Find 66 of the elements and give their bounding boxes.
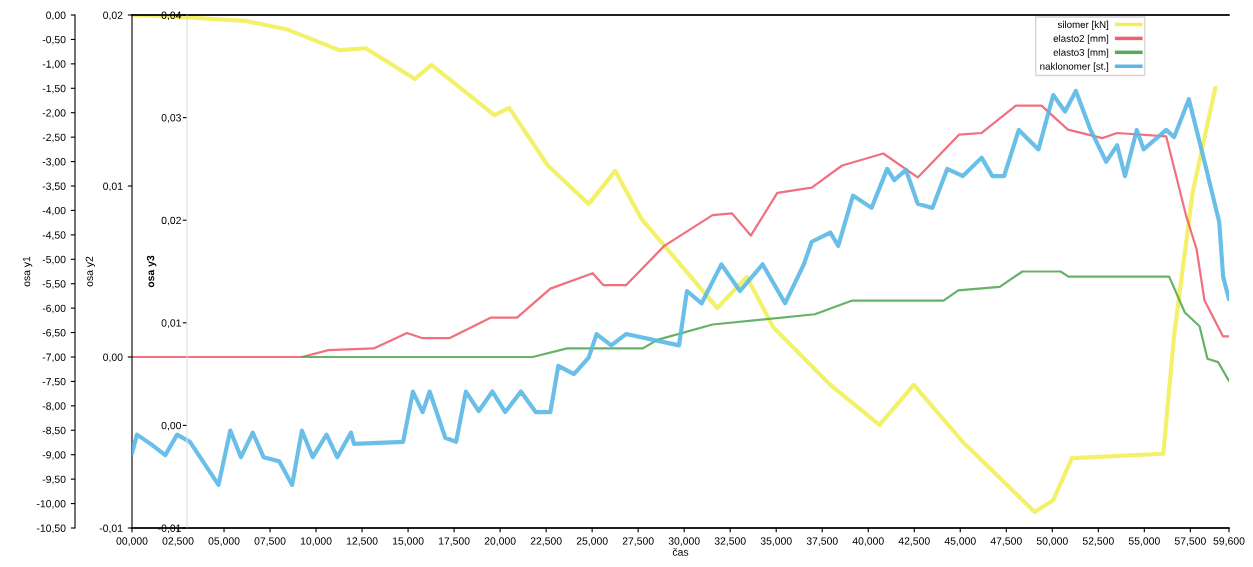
y-tick-label: -3,00 [42, 158, 66, 167]
x-tick-label: 45,000 [944, 537, 976, 546]
x-tick-label: 59,600 [1213, 537, 1245, 546]
x-tick-label: 32,500 [714, 537, 746, 546]
x-tick-label: 02,500 [162, 537, 194, 546]
x-tick-label: 42,500 [898, 537, 930, 546]
y-tick-label: -4,00 [42, 206, 66, 216]
legend-label: silomer [kN] [1057, 20, 1109, 30]
x-tick-label: 20,000 [484, 537, 516, 546]
x-tick-label: 07,500 [254, 537, 286, 546]
y-tick-label: -9,50 [42, 475, 66, 485]
y-tick-label: -7,50 [42, 377, 66, 387]
x-tick-label: 57,500 [1174, 537, 1206, 546]
x-tick-label: 47,500 [990, 537, 1022, 546]
y2-tick-label: 0,01 [103, 182, 123, 192]
x-tick-label: 12,500 [346, 537, 378, 546]
y-tick-label: -0,50 [42, 35, 66, 45]
x-tick-label: 10,000 [300, 537, 332, 546]
y3-tick-label: 0,03 [161, 114, 181, 123]
y-tick-label: -6,50 [42, 329, 66, 338]
x-tick-label: 22,500 [530, 537, 562, 546]
y2-tick-label: 0,02 [103, 11, 123, 21]
y3-tick-label: 0,02 [161, 216, 181, 226]
x-tick-label: 52,500 [1082, 537, 1114, 546]
y-tick-label: 0,00 [46, 11, 66, 21]
legend-label: elasto3 [mm] [1053, 48, 1109, 58]
y-axis-title: osa y1 [22, 256, 33, 287]
y2-axis-title: osa y2 [85, 256, 96, 287]
y-tick-label: -8,50 [42, 426, 66, 436]
x-tick-label: 37,500 [806, 537, 838, 546]
x-tick-label: 50,000 [1036, 537, 1068, 546]
y-tick-label: -8,00 [42, 402, 66, 411]
y3-axis-title: osa y3 [146, 255, 157, 288]
y-tick-label: -1,00 [42, 60, 66, 69]
y3-tick-label: 0,00 [161, 421, 182, 431]
y-tick-label: -10,00 [36, 500, 66, 509]
y-tick-label: -3,50 [42, 182, 66, 192]
y2-tick-label: 0,00 [103, 353, 123, 363]
x-tick-label: 40,000 [852, 537, 884, 546]
y2-tick-label: -0,01 [99, 524, 123, 534]
y-tick-label: -6,00 [42, 304, 66, 314]
y-tick-label: -5,00 [42, 255, 66, 265]
y-tick-label: -2,00 [42, 109, 66, 118]
y-tick-label: -9,00 [42, 451, 66, 460]
x-tick-label: 30,000 [668, 537, 700, 546]
x-tick-label: 05,000 [208, 537, 240, 546]
x-tick-label: 17,500 [438, 537, 470, 546]
y-tick-label: -10,50 [36, 524, 66, 534]
line-series [132, 88, 1229, 487]
legend-label: naklonomer [st.] [1040, 62, 1109, 72]
x-tick-label: 15,000 [392, 537, 424, 546]
y-tick-label: -7,00 [42, 353, 66, 363]
y-tick-label: -1,50 [42, 84, 66, 94]
x-tick-label: 25,000 [576, 537, 608, 546]
x-tick-label: 27,500 [622, 537, 654, 546]
y-tick-label: -2,50 [42, 133, 66, 143]
line-series [132, 104, 1229, 359]
y3-tick-label: 0,01 [161, 319, 181, 328]
y-tick-label: -4,50 [42, 231, 66, 240]
legend-label: elasto2 [mm] [1053, 34, 1109, 44]
x-tick-label: 55,000 [1128, 537, 1160, 546]
y-tick-label: -5,50 [42, 280, 66, 289]
x-tick-label: 35,000 [760, 537, 792, 546]
x-axis-title: čas [672, 548, 689, 556]
line-series [300, 270, 1229, 383]
x-tick-label: 00,000 [116, 537, 148, 546]
